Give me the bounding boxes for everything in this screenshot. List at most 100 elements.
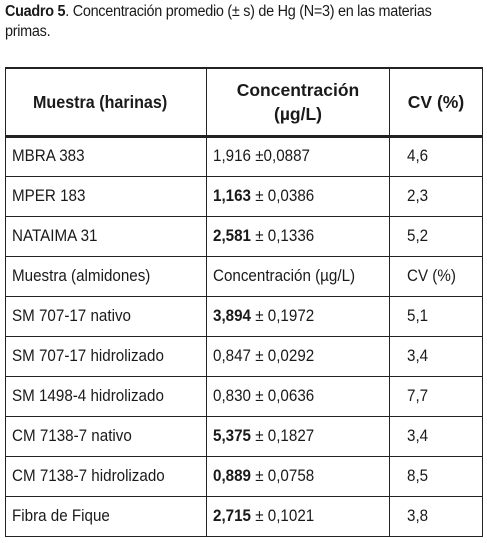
- concentracion-mean: 1,916: [213, 147, 251, 165]
- cv-value: CV (%): [407, 266, 456, 285]
- cell-concentracion: 0,830 ± 0,0636: [206, 375, 390, 417]
- cell-cv: 4,6: [389, 135, 483, 177]
- cell-cv: 7,7: [389, 375, 483, 417]
- cell-cv: 8,5: [389, 455, 483, 497]
- table-row: SM 1498-4 hidrolizado 0,830 ± 0,0636 7,7: [5, 375, 483, 417]
- concentracion-value: 0,830 ± 0,0636: [213, 387, 314, 406]
- cell-cv: 5,1: [389, 295, 483, 337]
- cell-concentracion: 5,375 ± 0,1827: [206, 415, 390, 457]
- header-concentracion: Concentración (µg/L): [206, 67, 390, 138]
- concentracion-value: 1,163 ± 0,0386: [213, 187, 314, 206]
- cv-value: 3,4: [407, 346, 429, 365]
- concentracion-mean: 1,163: [213, 186, 251, 205]
- concentracion-deviation: ± 0,1972: [255, 306, 315, 325]
- table-header-row: Muestra (harinas) Concentración (µg/L) CV…: [5, 67, 483, 138]
- concentracion-value: 0,889 ± 0,0758: [213, 467, 314, 486]
- cell-muestra: Fibra de Fique: [5, 495, 207, 537]
- concentracion-mean: Concentración (µg/L): [213, 266, 356, 285]
- cell-muestra: CM 7138-7 nativo: [5, 415, 207, 457]
- concentracion-deviation: ± 0,1336: [255, 226, 315, 245]
- concentracion-mean: 2,581: [213, 226, 251, 245]
- cell-concentracion: 2,581 ± 0,1336: [206, 215, 390, 257]
- concentracion-value: 0,847 ± 0,0292: [213, 347, 314, 366]
- concentracion-deviation: ± 0,1021: [255, 506, 315, 525]
- cell-concentracion: 0,847 ± 0,0292: [206, 335, 390, 377]
- muestra-value: SM 707-17 nativo: [12, 306, 131, 325]
- concentracion-value: 2,581 ± 0,1336: [213, 227, 314, 246]
- concentracion-mean: 2,715: [213, 506, 251, 525]
- concentracion-deviation: ± 0,0386: [255, 186, 315, 205]
- muestra-value: SM 1498-4 hidrolizado: [12, 386, 164, 405]
- cv-value: 2,3: [407, 186, 429, 205]
- cv-value: 5,2: [407, 226, 429, 245]
- muestra-value: SM 707-17 hidrolizado: [12, 346, 164, 365]
- cv-value: 7,7: [407, 386, 429, 405]
- cell-concentracion: 0,889 ± 0,0758: [206, 455, 390, 497]
- header-cv-label: CV (%): [407, 91, 465, 112]
- muestra-value: NATAIMA 31: [12, 226, 98, 245]
- table-row: CM 7138-7 hidrolizado 0,889 ± 0,0758 8,5: [5, 455, 483, 497]
- muestra-value: Fibra de Fique: [12, 506, 110, 525]
- cv-value: 3,4: [407, 426, 429, 445]
- concentracion-deviation: ± 0,0636: [255, 386, 315, 405]
- cell-concentracion: 1,916 ±0,0887: [206, 135, 390, 177]
- cell-cv: 2,3: [389, 175, 483, 217]
- cell-cv: 3,4: [389, 415, 483, 457]
- cell-muestra: CM 7138-7 hidrolizado: [5, 455, 207, 497]
- table-row: SM 707-17 nativo 3,894 ± 0,1972 5,1: [5, 295, 483, 337]
- header-muestra: Muestra (harinas): [5, 67, 207, 138]
- cell-muestra: SM 1498-4 hidrolizado: [5, 375, 207, 417]
- cell-cv: 3,4: [389, 335, 483, 377]
- table-row: MBRA 383 1,916 ±0,0887 4,6: [5, 135, 483, 177]
- concentracion-value: 5,375 ± 0,1827: [213, 427, 314, 446]
- concentracion-deviation: ± 0,0758: [255, 466, 315, 485]
- cell-muestra: MPER 183: [5, 175, 207, 217]
- muestra-value: MPER 183: [12, 186, 86, 205]
- header-concentracion-line1: Concentración: [236, 79, 360, 100]
- concentracion-value: 2,715 ± 0,1021: [213, 507, 314, 526]
- concentracion-mean: 0,889: [213, 466, 251, 485]
- concentracion-deviation: ± 0,1827: [255, 426, 315, 445]
- cell-cv: 5,2: [389, 215, 483, 257]
- cell-muestra: Muestra (almidones): [5, 255, 207, 297]
- cell-muestra: NATAIMA 31: [5, 215, 207, 257]
- concentracion-value: 3,894 ± 0,1972: [213, 307, 314, 326]
- cell-concentracion: 3,894 ± 0,1972: [206, 295, 390, 337]
- cell-concentracion: 2,715 ± 0,1021: [206, 495, 390, 537]
- table-row: CM 7138-7 nativo 5,375 ± 0,1827 3,4: [5, 415, 483, 457]
- caption-label: Cuadro 5: [5, 3, 66, 20]
- cell-concentracion: 1,163 ± 0,0386: [206, 175, 390, 217]
- concentracion-value: Concentración (µg/L): [213, 267, 355, 286]
- muestra-value: MBRA 383: [12, 147, 85, 165]
- concentracion-mean: 0,830: [213, 386, 251, 405]
- caption-text: . Concentración promedio (± s) de Hg (N=…: [5, 3, 432, 40]
- cell-concentracion: Concentración (µg/L): [206, 255, 390, 297]
- table-body: MBRA 383 1,916 ±0,0887 4,6 MPER 183 1,163 ± …: [5, 135, 483, 537]
- muestra-value: CM 7138-7 hidrolizado: [12, 466, 165, 485]
- concentracion-mean: 0,847: [213, 346, 251, 365]
- concentracion-value: 1,916 ±0,0887: [213, 147, 310, 166]
- header-cv: CV (%): [389, 67, 483, 138]
- header-muestra-label: Muestra (harinas): [33, 91, 168, 112]
- cv-value: 8,5: [407, 466, 429, 485]
- concentracion-deviation: ± 0,0292: [255, 346, 315, 365]
- table-caption: Cuadro 5. Concentración promedio (± s) d…: [5, 2, 450, 42]
- cv-value: 3,8: [407, 506, 429, 525]
- cell-cv: 3,8: [389, 495, 483, 537]
- cv-value: 4,6: [407, 147, 429, 165]
- muestra-value: Muestra (almidones): [12, 266, 151, 285]
- table-row: Muestra (almidones) Concentración (µg/L) C…: [5, 255, 483, 297]
- muestra-value: CM 7138-7 nativo: [12, 426, 132, 445]
- header-concentracion-line2: (µg/L): [274, 103, 322, 124]
- cv-value: 5,1: [407, 306, 429, 325]
- cell-muestra: SM 707-17 hidrolizado: [5, 335, 207, 377]
- concentracion-mean: 5,375: [213, 426, 251, 445]
- concentracion-mean: 3,894: [213, 306, 251, 325]
- cell-muestra: MBRA 383: [5, 135, 207, 177]
- table-row: MPER 183 1,163 ± 0,0386 2,3: [5, 175, 483, 217]
- cell-cv: CV (%): [389, 255, 483, 297]
- mercury-concentration-table: Muestra (harinas) Concentración (µg/L) CV…: [5, 67, 483, 537]
- concentracion-deviation: ±0,0887: [255, 147, 310, 165]
- table-row: NATAIMA 31 2,581 ± 0,1336 5,2: [5, 215, 483, 257]
- table-row: SM 707-17 hidrolizado 0,847 ± 0,0292 3,4: [5, 335, 483, 377]
